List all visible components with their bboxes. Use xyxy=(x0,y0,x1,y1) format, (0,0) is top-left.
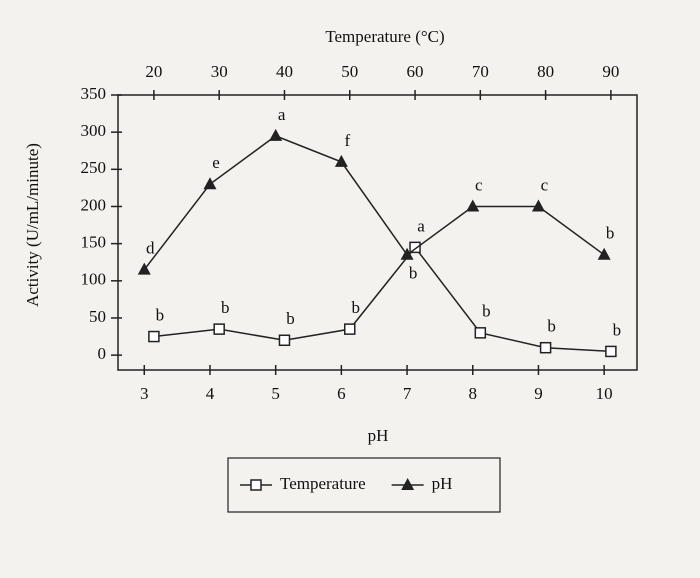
data-point xyxy=(466,199,480,212)
data-point xyxy=(474,327,487,339)
point-annotation: e xyxy=(212,153,220,172)
point-annotation: b xyxy=(613,320,622,339)
series-line xyxy=(143,135,605,271)
point-annotation: b xyxy=(547,317,556,336)
point-annotation: c xyxy=(541,175,549,194)
y-tick-label: 150 xyxy=(81,233,107,252)
x2-tick-label: 30 xyxy=(211,62,228,81)
y-tick-label: 200 xyxy=(81,195,107,214)
y-tick-label: 50 xyxy=(89,307,106,326)
point-annotation: b xyxy=(482,302,491,321)
x-axis-title: pH xyxy=(368,426,389,445)
x2-tick-label: 80 xyxy=(537,62,554,81)
top-axis-title: Temperature (°C) xyxy=(325,27,444,46)
plot-frame xyxy=(117,94,638,371)
y-tick-label: 100 xyxy=(81,270,107,289)
y-tick-label: 250 xyxy=(81,158,107,177)
x2-tick-label: 60 xyxy=(407,62,424,81)
point-annotation: b xyxy=(156,305,165,324)
data-point xyxy=(203,177,217,190)
data-point xyxy=(269,128,283,141)
point-annotation: f xyxy=(345,131,351,150)
data-point xyxy=(344,323,356,335)
point-annotation: d xyxy=(146,239,155,258)
y-tick-label: 300 xyxy=(81,121,107,140)
data-point xyxy=(278,334,291,347)
x2-tick-label: 90 xyxy=(602,62,619,81)
legend-box xyxy=(227,457,501,513)
point-annotation: b xyxy=(409,264,418,283)
x-tick-label: 3 xyxy=(140,384,149,403)
y-axis-title: Activity (U/mL/minute) xyxy=(23,143,42,307)
point-annotation: b xyxy=(352,298,361,317)
point-annotation: b xyxy=(221,298,230,317)
data-point xyxy=(137,262,151,275)
x2-tick-label: 70 xyxy=(472,62,489,81)
data-point xyxy=(213,323,225,335)
x-tick-label: 8 xyxy=(469,384,478,403)
x-tick-label: 5 xyxy=(271,384,280,403)
x-tick-label: 4 xyxy=(206,384,215,403)
data-point xyxy=(605,345,617,358)
point-annotation: c xyxy=(475,175,483,194)
point-annotation: a xyxy=(278,105,286,124)
legend-label: pH xyxy=(432,474,453,493)
legend-marker xyxy=(250,479,262,491)
data-point xyxy=(400,247,414,260)
data-point xyxy=(597,247,611,260)
x-tick-label: 10 xyxy=(596,384,613,403)
x-tick-label: 7 xyxy=(403,384,412,403)
y-tick-label: 0 xyxy=(98,344,107,363)
point-annotation: b xyxy=(286,309,295,328)
data-point xyxy=(409,241,421,254)
y-tick-label: 350 xyxy=(81,84,107,103)
point-annotation: a xyxy=(417,216,425,235)
legend-marker xyxy=(401,478,415,490)
series-line xyxy=(153,246,611,353)
point-annotation: b xyxy=(606,224,615,243)
x2-tick-label: 20 xyxy=(145,62,162,81)
data-point xyxy=(148,330,160,343)
x2-tick-label: 50 xyxy=(341,62,358,81)
legend-label: Temperature xyxy=(280,474,366,493)
x-tick-label: 6 xyxy=(337,384,346,403)
data-point xyxy=(539,341,552,354)
x2-tick-label: 40 xyxy=(276,62,293,81)
data-point xyxy=(531,199,545,212)
data-point xyxy=(334,154,348,167)
x-tick-label: 9 xyxy=(534,384,543,403)
